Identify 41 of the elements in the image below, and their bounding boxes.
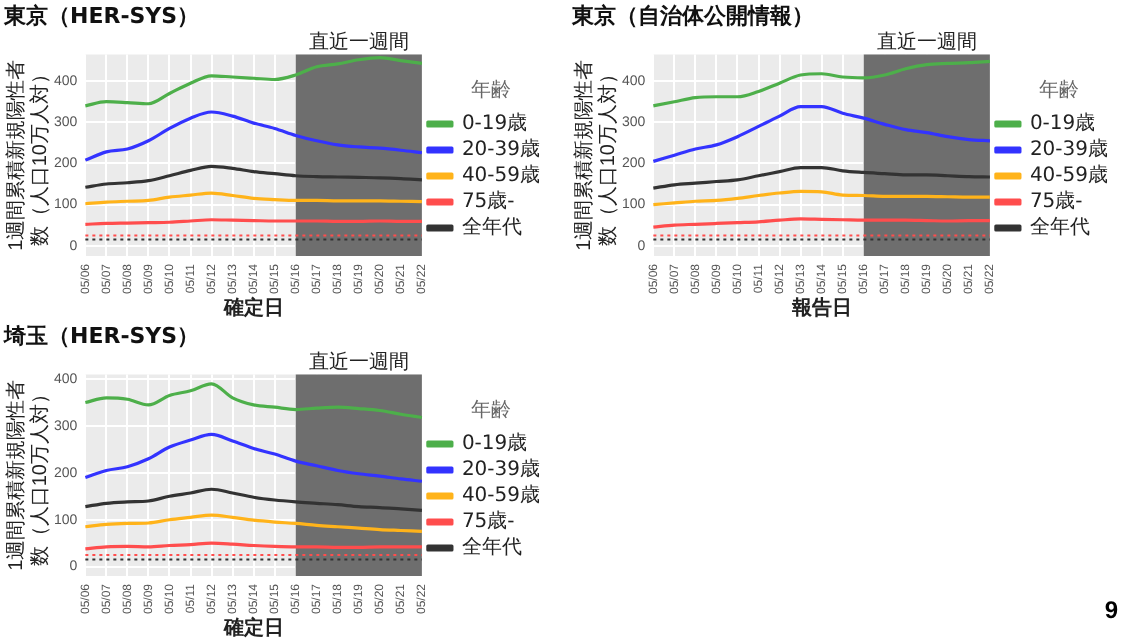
band-label: 直近一週間 [308,349,409,374]
line-series [83,432,424,483]
band-label: 直近一週間 [308,29,409,54]
line-series [651,105,992,163]
x-axis-title: 確定日 [221,295,284,320]
x-axis-title: 報告日 [789,295,852,320]
line-series [83,487,424,512]
legend-title: 年齢 [470,77,511,102]
y-axis-title: 1週間累積新規陽性者数（人口10万人対） [3,379,52,571]
legend-label: 75歳- [461,189,516,214]
line-series [83,513,424,534]
legend-label: 全年代 [1029,215,1090,240]
legend-label: 75歳- [1029,189,1084,214]
line-series [83,110,424,162]
legend-label: 全年代 [461,535,522,560]
text: 9 [1104,596,1118,624]
line-series [651,59,992,108]
legend-label: 40-59歳 [461,163,541,188]
x-axis-title: 確定日 [221,615,284,640]
line-series [651,189,992,207]
legend-label: 75歳- [461,509,516,534]
legend-label: 20-39歳 [1029,137,1109,162]
line-series [83,56,424,108]
chart-title: 東京（自治体公開情報） [570,2,814,29]
chart-title: 東京（HER-SYS） [2,2,200,29]
legend-title: 年齢 [470,397,511,422]
legend-title: 年齢 [1038,77,1079,102]
legend-label: 全年代 [461,215,522,240]
line-series [83,164,424,189]
legend-label: 20-39歳 [461,457,541,482]
legend-label: 40-59歳 [1029,163,1109,188]
band-label: 直近一週間 [876,29,977,54]
legend-label: 0-19歳 [1029,111,1096,136]
legend-label: 0-19歳 [461,111,528,136]
legend-label: 40-59歳 [461,483,541,508]
line-series [651,165,992,190]
chart-title: 埼玉（HER-SYS） [2,322,200,349]
legend-label: 20-39歳 [461,137,541,162]
y-axis-title: 1週間累積新規陽性者数（人口10万人対） [3,59,52,251]
y-axis-title: 1週間累積新規陽性者数（人口10万人対） [571,59,620,251]
legend-label: 0-19歳 [461,431,528,456]
